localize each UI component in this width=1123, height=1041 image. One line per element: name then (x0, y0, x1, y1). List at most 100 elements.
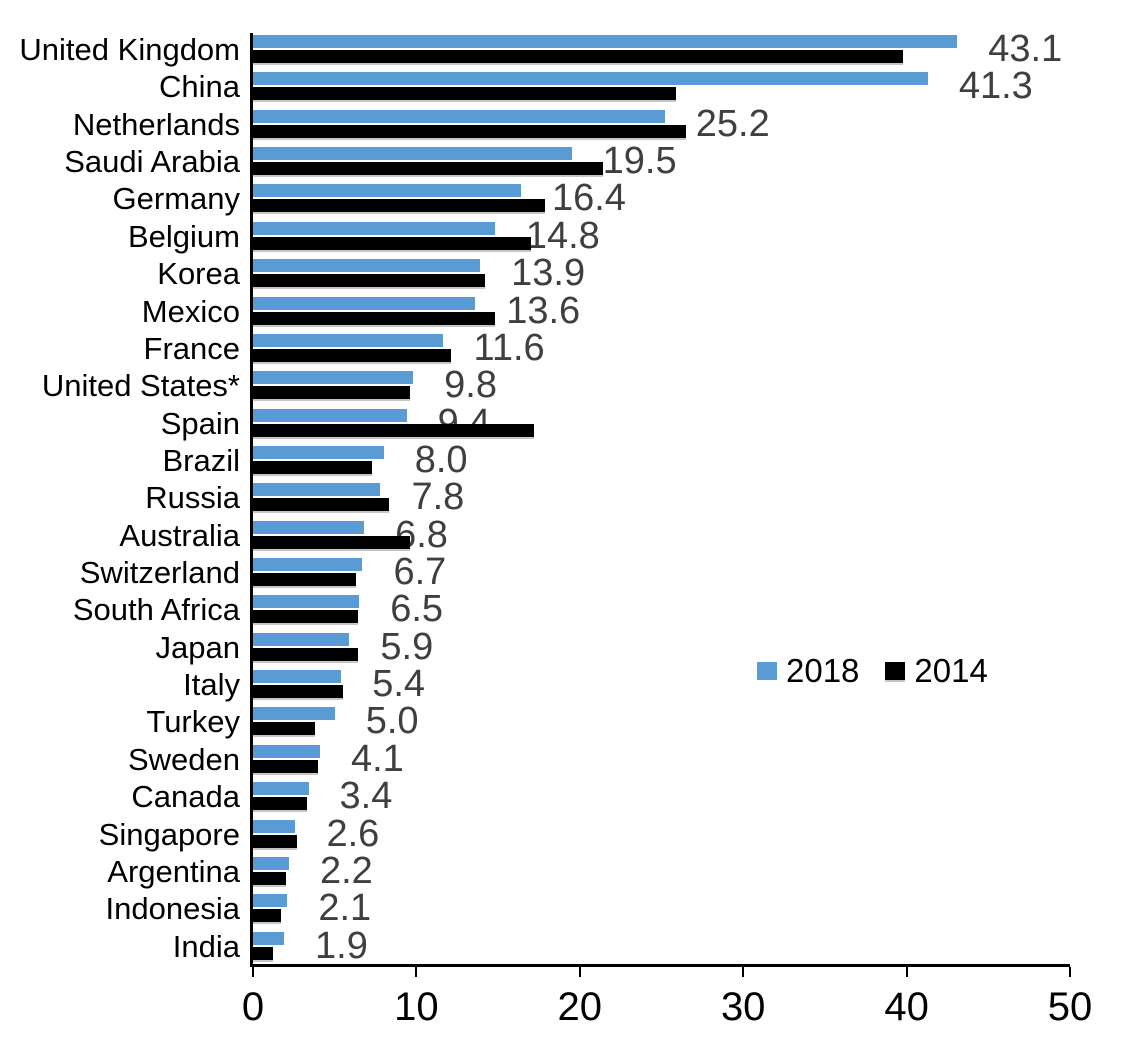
category-label: Netherlands (72, 106, 240, 142)
data-label: 3.4 (339, 775, 393, 818)
bar-2014 (253, 573, 356, 587)
bar-2018 (253, 371, 414, 385)
axis-tick (415, 967, 418, 977)
bar-2018 (253, 819, 296, 833)
bar-2018 (253, 707, 335, 721)
bar-2018 (253, 445, 384, 459)
data-label: 6.7 (393, 551, 447, 594)
data-label: 5.4 (372, 663, 426, 706)
data-label: 2.1 (318, 887, 372, 930)
axis-tick (578, 967, 581, 977)
category-label: France (143, 330, 240, 366)
category-label: Belgium (128, 218, 240, 254)
bar-2018 (253, 744, 320, 758)
axis-tick-label: 30 (720, 985, 766, 1029)
bar-2014 (253, 871, 286, 885)
legend: 2018 2014 (757, 653, 988, 689)
bar-2018 (253, 147, 572, 161)
bar-2014 (253, 311, 495, 325)
bar-2014 (253, 386, 410, 400)
category-label: China (159, 69, 240, 105)
data-label: 2.6 (326, 812, 380, 855)
category-label: Spain (160, 405, 240, 441)
category-label: Switzerland (79, 555, 240, 591)
bar-2014 (253, 647, 358, 661)
bar-2014 (253, 946, 273, 960)
data-label: 13.6 (506, 289, 581, 332)
axis-tick (742, 967, 745, 977)
plot-area (250, 33, 1070, 967)
legend-label-2014: 2014 (914, 652, 988, 689)
category-label: Saudi Arabia (64, 144, 240, 180)
bar-2018 (253, 670, 342, 684)
bar-2014 (253, 423, 535, 437)
legend-swatch-2018-icon (757, 662, 777, 680)
data-label: 5.9 (380, 625, 434, 668)
bar-2014 (253, 834, 298, 848)
data-label: 13.9 (511, 252, 586, 295)
bar-2018 (253, 520, 365, 534)
bar-2014 (253, 498, 389, 512)
bar-2018 (253, 595, 360, 609)
bar-2018 (253, 35, 958, 48)
bar-2018 (253, 184, 521, 198)
bar-2018 (253, 558, 363, 572)
category-label: United States* (41, 368, 240, 404)
category-label: Korea (157, 256, 240, 292)
bar-2014 (253, 685, 343, 699)
bar-2014 (253, 199, 546, 213)
legend-item-2014: 2014 (885, 652, 988, 689)
bar-2018 (253, 333, 443, 347)
category-label: Mexico (141, 293, 240, 329)
category-label: India (172, 928, 240, 964)
bar-2018 (253, 782, 309, 796)
bar-2014 (253, 759, 319, 773)
data-label: 11.6 (473, 326, 545, 369)
data-label: 41.3 (958, 65, 1033, 108)
axis-tick (905, 967, 908, 977)
data-label: 14.8 (525, 214, 600, 257)
bar-2014 (253, 236, 531, 250)
bar-2014 (253, 50, 904, 63)
category-label: Turkey (146, 704, 240, 740)
category-label: Russia (145, 480, 240, 516)
data-label: 5.0 (365, 700, 419, 743)
bar-2014 (253, 274, 486, 288)
legend-label-2018: 2018 (786, 652, 860, 689)
category-label: Argentina (107, 853, 240, 889)
bar-2018 (253, 296, 476, 310)
bar-2014 (253, 348, 451, 362)
axis-tick-label: 0 (241, 985, 265, 1029)
axis-tick (252, 967, 254, 977)
data-label: 25.2 (695, 102, 770, 145)
data-label: 9.8 (444, 364, 497, 407)
category-label: Canada (131, 779, 240, 815)
axis-tick-label: 40 (884, 985, 929, 1029)
data-label: 8.0 (414, 438, 468, 481)
bar-2018 (253, 221, 495, 235)
bar-2014 (253, 722, 316, 736)
bar-2018 (253, 856, 289, 870)
bar-2018 (253, 72, 928, 86)
legend-swatch-2014-icon (885, 662, 906, 680)
bar-2014 (253, 87, 677, 101)
bar-2018 (253, 894, 288, 908)
bar-2014 (253, 535, 410, 549)
category-label: Indonesia (105, 891, 240, 927)
bar-2018 (253, 632, 350, 646)
category-label: Australia (119, 517, 240, 553)
bar-2014 (253, 162, 603, 176)
bar-2014 (253, 797, 307, 811)
bar-2018 (253, 408, 407, 422)
data-label: 4.1 (350, 737, 404, 780)
category-label: Germany (112, 181, 240, 217)
bar-2014 (253, 460, 373, 474)
axis-tick-label: 50 (1047, 985, 1093, 1029)
bar-2018 (253, 109, 665, 123)
bar-2018 (253, 931, 285, 945)
data-label: 2.2 (319, 849, 373, 892)
bar-2018 (253, 483, 381, 497)
category-label: South Africa (72, 592, 240, 628)
data-label: 43.1 (988, 28, 1063, 70)
